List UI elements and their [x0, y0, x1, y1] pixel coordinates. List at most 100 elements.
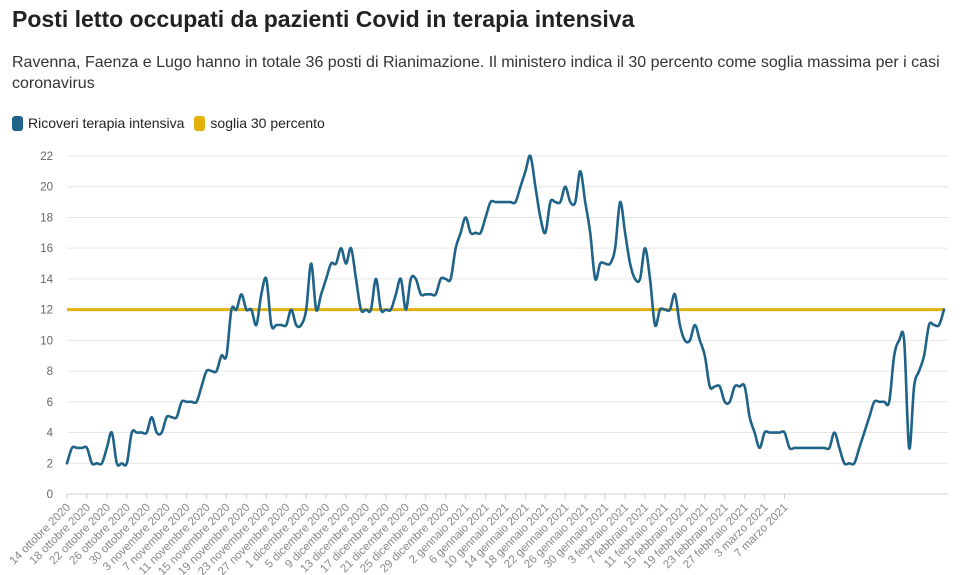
- data-point[interactable]: [169, 415, 174, 420]
- data-point[interactable]: [159, 430, 164, 435]
- data-point[interactable]: [917, 369, 922, 374]
- data-point[interactable]: [583, 200, 588, 205]
- data-point[interactable]: [862, 430, 867, 435]
- data-point[interactable]: [154, 430, 159, 435]
- data-point[interactable]: [662, 307, 667, 312]
- data-point[interactable]: [548, 200, 553, 205]
- data-point[interactable]: [493, 200, 498, 205]
- data-point[interactable]: [254, 323, 259, 328]
- data-point[interactable]: [837, 445, 842, 450]
- data-point[interactable]: [269, 323, 274, 328]
- data-point[interactable]: [349, 246, 354, 251]
- data-point[interactable]: [882, 399, 887, 404]
- data-point[interactable]: [867, 415, 872, 420]
- data-point[interactable]: [922, 353, 927, 358]
- data-point[interactable]: [224, 353, 229, 358]
- data-point[interactable]: [687, 338, 692, 343]
- data-point[interactable]: [707, 384, 712, 389]
- data-point[interactable]: [528, 154, 533, 159]
- data-point[interactable]: [94, 461, 99, 466]
- data-point[interactable]: [573, 200, 578, 205]
- data-point[interactable]: [393, 292, 398, 297]
- data-point[interactable]: [857, 445, 862, 450]
- data-point[interactable]: [358, 307, 363, 312]
- data-point[interactable]: [588, 230, 593, 235]
- data-point[interactable]: [667, 307, 672, 312]
- data-point[interactable]: [488, 200, 493, 205]
- data-point[interactable]: [887, 399, 892, 404]
- data-point[interactable]: [508, 200, 513, 205]
- data-point[interactable]: [373, 276, 378, 281]
- data-point[interactable]: [812, 445, 817, 450]
- data-point[interactable]: [134, 430, 139, 435]
- data-point[interactable]: [329, 261, 334, 266]
- data-point[interactable]: [503, 200, 508, 205]
- data-point[interactable]: [259, 292, 264, 297]
- data-point[interactable]: [832, 430, 837, 435]
- data-point[interactable]: [453, 246, 458, 251]
- data-point[interactable]: [144, 430, 149, 435]
- data-point[interactable]: [378, 307, 383, 312]
- data-point[interactable]: [657, 307, 662, 312]
- data-point[interactable]: [618, 200, 623, 205]
- data-point[interactable]: [817, 445, 822, 450]
- data-point[interactable]: [892, 353, 897, 358]
- data-point[interactable]: [767, 430, 772, 435]
- data-point[interactable]: [473, 230, 478, 235]
- data-point[interactable]: [114, 461, 119, 466]
- data-point[interactable]: [164, 415, 169, 420]
- data-point[interactable]: [309, 261, 314, 266]
- data-point[interactable]: [777, 430, 782, 435]
- data-point[interactable]: [418, 292, 423, 297]
- data-point[interactable]: [648, 276, 653, 281]
- data-point[interactable]: [84, 445, 89, 450]
- data-point[interactable]: [363, 307, 368, 312]
- data-point[interactable]: [448, 276, 453, 281]
- legend-item-ricoveri[interactable]: Ricoveri terapia intensiva: [12, 115, 184, 131]
- data-point[interactable]: [443, 276, 448, 281]
- data-point[interactable]: [229, 307, 234, 312]
- data-point[interactable]: [483, 215, 488, 220]
- data-point[interactable]: [119, 461, 124, 466]
- data-point[interactable]: [533, 184, 538, 189]
- data-point[interactable]: [697, 338, 702, 343]
- data-point[interactable]: [129, 430, 134, 435]
- data-point[interactable]: [438, 276, 443, 281]
- data-point[interactable]: [174, 415, 179, 420]
- data-point[interactable]: [289, 307, 294, 312]
- data-point[interactable]: [927, 323, 932, 328]
- data-point[interactable]: [99, 461, 104, 466]
- data-point[interactable]: [747, 415, 752, 420]
- data-point[interactable]: [523, 169, 528, 174]
- data-point[interactable]: [239, 292, 244, 297]
- data-point[interactable]: [458, 230, 463, 235]
- data-point[interactable]: [344, 261, 349, 266]
- data-point[interactable]: [468, 230, 473, 235]
- data-point[interactable]: [109, 430, 114, 435]
- data-point[interactable]: [797, 445, 802, 450]
- data-point[interactable]: [827, 445, 832, 450]
- data-point[interactable]: [842, 461, 847, 466]
- data-point[interactable]: [633, 276, 638, 281]
- data-point[interactable]: [284, 323, 289, 328]
- data-point[interactable]: [782, 430, 787, 435]
- data-point[interactable]: [513, 200, 518, 205]
- data-point[interactable]: [727, 399, 732, 404]
- data-point[interactable]: [593, 276, 598, 281]
- data-point[interactable]: [234, 307, 239, 312]
- data-point[interactable]: [184, 399, 189, 404]
- data-point[interactable]: [69, 445, 74, 450]
- data-point[interactable]: [568, 200, 573, 205]
- data-point[interactable]: [623, 230, 628, 235]
- data-point[interactable]: [757, 445, 762, 450]
- data-point[interactable]: [852, 461, 857, 466]
- data-point[interactable]: [902, 338, 907, 343]
- data-point[interactable]: [772, 430, 777, 435]
- data-point[interactable]: [847, 461, 852, 466]
- data-point[interactable]: [672, 292, 677, 297]
- data-point[interactable]: [752, 430, 757, 435]
- data-point[interactable]: [628, 261, 633, 266]
- data-point[interactable]: [314, 307, 319, 312]
- data-point[interactable]: [304, 307, 309, 312]
- data-point[interactable]: [179, 399, 184, 404]
